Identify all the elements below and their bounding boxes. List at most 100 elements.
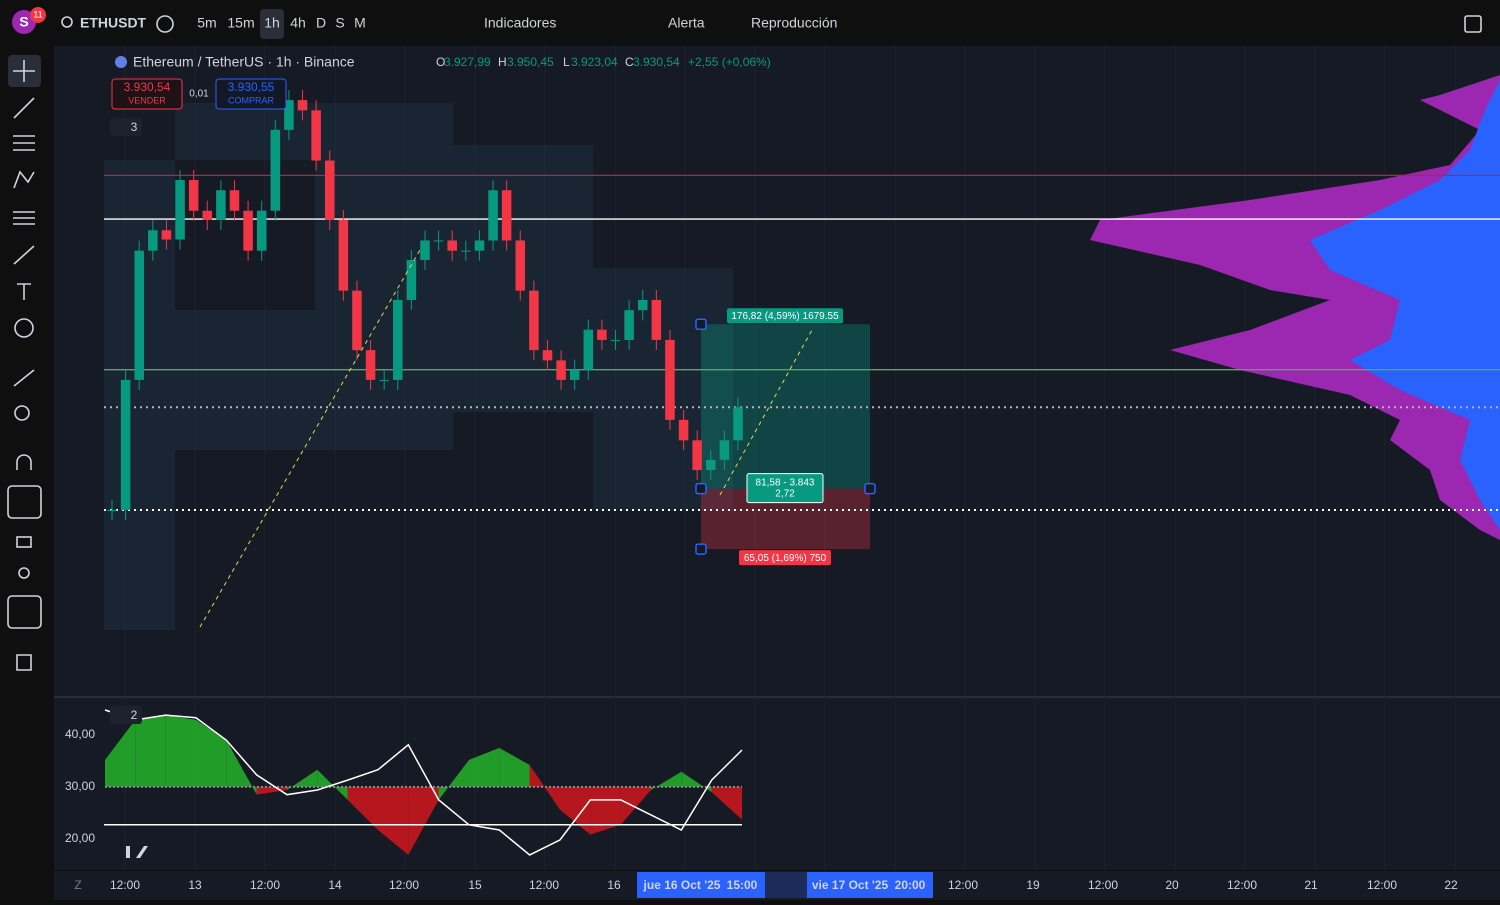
legend-change: +2,55 (+0,06%) [688,55,771,69]
interval[interactable]: 4h [290,15,306,31]
time-label: 12:00 [1227,878,1257,892]
candle [461,250,471,252]
histogram-area [347,786,378,830]
histogram-area [165,715,196,787]
handle[interactable] [695,543,707,555]
handle[interactable] [695,482,707,495]
interval[interactable]: 1h [264,15,280,31]
histogram-area [438,759,469,800]
legend-o-label: O [436,55,445,69]
histogram-area [135,715,166,787]
target-label-box [727,308,843,324]
spread: 0,01 [189,89,209,100]
histogram-area [287,769,318,790]
candle [501,190,512,241]
candle [297,100,308,111]
target-zone [701,324,870,489]
time-label: 12:00 [1367,878,1397,892]
candles [107,90,743,521]
zoom-button[interactable]: Z [74,878,81,892]
y-tick-label: 40,00 [65,727,95,741]
avatar[interactable] [12,10,36,34]
histogram-area [469,747,500,787]
entry-label: 81,58 - 3.843 [756,477,815,488]
left-toolbar [0,44,52,900]
y-tick-label: 20,00 [65,831,95,845]
y-tick-label: 30,00 [65,779,95,793]
candle [542,350,553,361]
interval[interactable]: D [316,15,326,31]
candle [338,220,349,291]
trend-line[interactable] [199,249,421,628]
candle [420,240,430,260]
histogram-area [378,786,409,855]
legend-h-label: H [498,55,507,69]
levels [104,174,1500,512]
top-toolbar [0,0,1500,44]
collapse-main[interactable] [110,118,142,136]
histogram-area [499,747,530,787]
handle[interactable] [864,482,876,495]
candle [406,259,417,300]
alert[interactable]: Alerta [668,15,705,31]
layout-icon[interactable] [1464,15,1482,33]
candle [284,100,294,130]
candle [107,510,117,512]
candle [188,180,199,211]
candle [597,329,607,340]
sell-price: 3.930,54 [124,80,171,94]
candle [256,210,267,251]
time-label: 13 [188,878,202,892]
time-label: 21 [1304,878,1318,892]
candle [447,240,457,251]
histogram-area [408,786,439,855]
target-label: 176,82 (4,59%) 1679.55 [731,311,839,322]
candle [488,190,498,241]
sell-button[interactable] [111,78,183,110]
candle [148,230,158,251]
badge-count: 11 [33,9,42,19]
candle [665,339,675,420]
legend-h: 3.950,45 [507,55,554,69]
candle [352,290,362,351]
interval[interactable]: S [335,15,344,31]
histogram-area [226,740,257,795]
handle[interactable] [695,318,707,331]
add-symbol[interactable] [156,15,174,33]
stop-label: 65,05 (1,69%) 750 [744,553,827,564]
oscillator: 40,00 30,00 20,00 [65,709,743,856]
replay[interactable]: Reproducción [751,15,837,31]
histogram-area [711,786,742,820]
interval[interactable]: M [354,15,366,31]
time-label: 15 [468,878,482,892]
search-icon[interactable] [61,16,73,28]
buy-button[interactable] [215,78,287,110]
buy-label: COMPRAR [228,95,275,105]
time-highlight [637,872,765,898]
interval[interactable]: 15m [227,15,254,31]
oscillator-line [104,709,743,856]
candle [637,299,648,311]
session-boxes [104,103,733,630]
candle [120,379,131,511]
legend-c: 3.930,54 [633,55,680,69]
stop-label-box [739,550,831,566]
time-label: 20:00 [895,878,926,892]
candle [311,110,321,161]
candle [365,350,376,380]
time-label: vie 17 Oct '25 [812,878,889,892]
legend-o: 3.927,99 [444,55,491,69]
indicators[interactable]: Indicadores [484,15,556,31]
time-label: 12:00 [389,878,419,892]
tool-icons[interactable] [7,55,42,671]
symbol[interactable]: ETHUSDT [80,15,147,31]
candle [719,440,730,460]
interval[interactable]: 5m [197,15,216,31]
time-label: 12:00 [948,878,978,892]
collapse-osc-count: 2 [131,708,138,722]
candle [706,459,716,471]
collapse-osc[interactable] [110,706,142,724]
legend-c-label: C [625,55,634,69]
histogram-area [560,786,591,835]
